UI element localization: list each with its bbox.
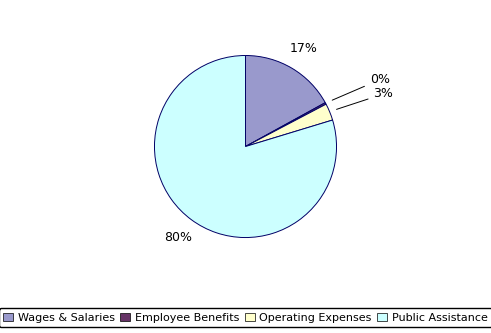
- Text: 17%: 17%: [290, 42, 317, 55]
- Text: 80%: 80%: [164, 231, 192, 244]
- Text: 3%: 3%: [336, 88, 393, 109]
- Wedge shape: [246, 104, 332, 147]
- Wedge shape: [155, 56, 336, 237]
- Legend: Wages & Salaries, Employee Benefits, Operating Expenses, Public Assistance: Wages & Salaries, Employee Benefits, Ope…: [0, 308, 491, 327]
- Wedge shape: [246, 56, 325, 147]
- Wedge shape: [246, 103, 326, 147]
- Text: 0%: 0%: [332, 73, 390, 100]
